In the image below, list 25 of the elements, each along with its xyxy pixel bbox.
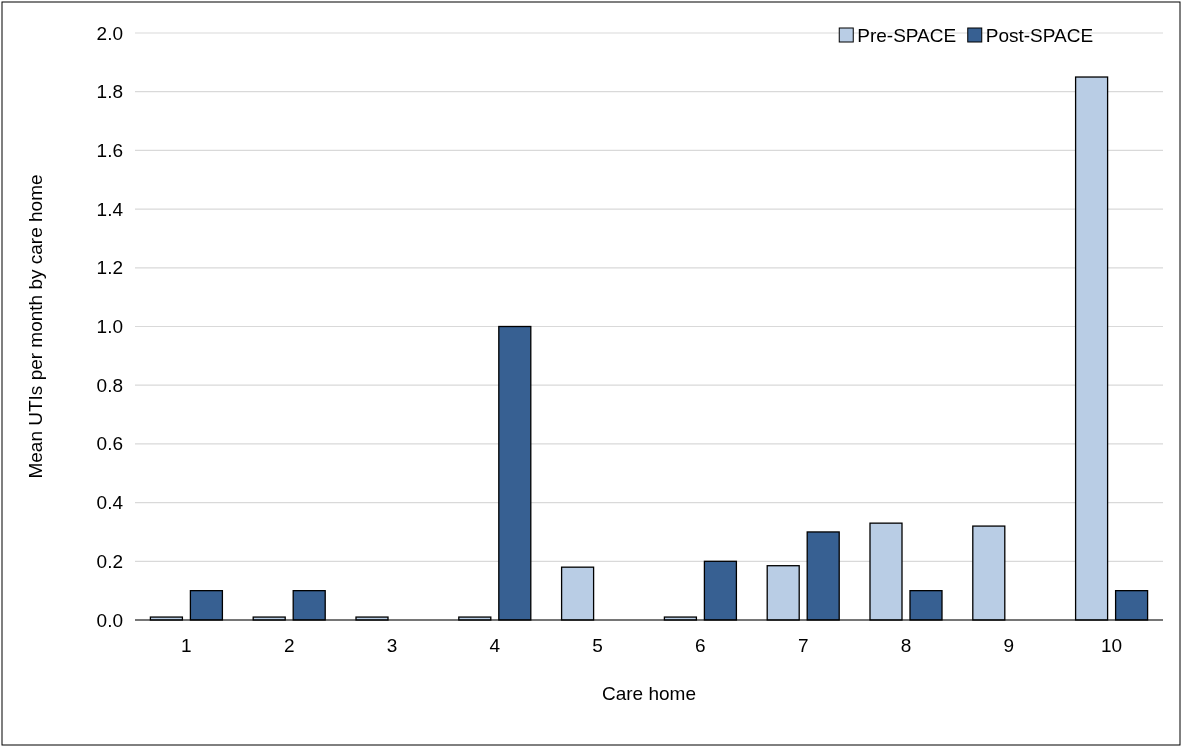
y-tick-label: 0.8 [96,374,123,396]
x-tick-label: 8 [900,635,912,656]
y-tick-label: 1.4 [96,198,124,220]
x-tick-label: 6 [695,635,706,656]
x-tick-label: 4 [489,635,501,656]
x-tick-label: 7 [797,635,809,656]
x-tick-label: 1 [181,635,192,656]
y-tick-label: 0.6 [96,433,123,455]
x-tick-label: 2 [283,635,295,656]
x-tick-label: 5 [592,635,603,656]
y-tick-label: 1.8 [96,81,123,103]
y-tick-label: 1.6 [96,139,123,161]
x-tick-label: 10 [1101,635,1123,656]
x-tick-label: 3 [386,635,398,656]
y-axis-title: Mean UTIs per month by care home [25,174,46,479]
y-tick-label: 0.0 [96,609,123,631]
legend-label: Post-SPACE [985,24,1094,46]
y-tick-label: 0.2 [96,550,123,572]
x-axis-title: Care home [602,683,696,704]
y-tick-label: 1.2 [96,257,123,279]
y-tick-label: 0.4 [96,492,124,514]
y-tick-label: 1.0 [96,316,123,337]
legend-label: Pre-SPACE [857,24,957,46]
x-tick-label: 9 [1003,635,1015,656]
y-tick-label: 2.0 [96,22,123,44]
